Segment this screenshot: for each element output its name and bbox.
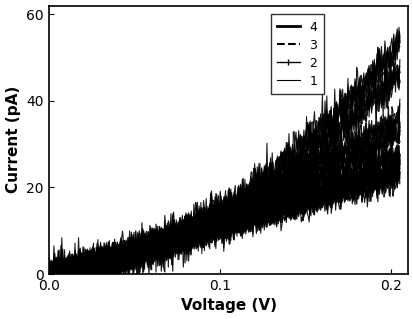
2	[46, 272, 51, 276]
Line: 4: 4	[48, 31, 399, 274]
4	[267, 174, 272, 177]
1	[88, 266, 93, 270]
X-axis label: Voltage (V): Voltage (V)	[180, 299, 276, 314]
2	[185, 241, 190, 244]
2	[160, 246, 165, 250]
1	[396, 166, 401, 170]
Line: 1: 1	[48, 161, 399, 274]
3	[301, 167, 306, 171]
3	[267, 167, 272, 171]
3	[396, 125, 401, 129]
4	[161, 245, 166, 249]
3	[48, 272, 53, 276]
1	[301, 215, 306, 219]
Legend: 4, 3, 2, 1: 4, 3, 2, 1	[270, 14, 323, 94]
Y-axis label: Current (pA): Current (pA)	[5, 86, 21, 193]
4	[89, 272, 94, 276]
4	[396, 29, 401, 33]
2	[301, 194, 306, 198]
3	[186, 216, 191, 220]
3	[89, 251, 94, 255]
4	[47, 272, 52, 276]
4	[300, 135, 305, 139]
4	[301, 142, 306, 146]
3	[161, 236, 166, 240]
Line: 2: 2	[48, 145, 399, 274]
1	[299, 205, 304, 209]
4	[396, 32, 401, 36]
2	[266, 219, 271, 223]
2	[299, 188, 304, 192]
3	[395, 108, 400, 112]
4	[186, 219, 191, 223]
2	[396, 144, 401, 147]
1	[160, 247, 165, 251]
3	[300, 185, 305, 189]
1	[46, 272, 51, 276]
3	[46, 252, 51, 256]
1	[391, 160, 396, 163]
1	[185, 234, 190, 237]
2	[396, 160, 401, 164]
2	[88, 272, 93, 276]
4	[46, 256, 51, 260]
Line: 3: 3	[48, 110, 399, 274]
1	[266, 217, 271, 221]
